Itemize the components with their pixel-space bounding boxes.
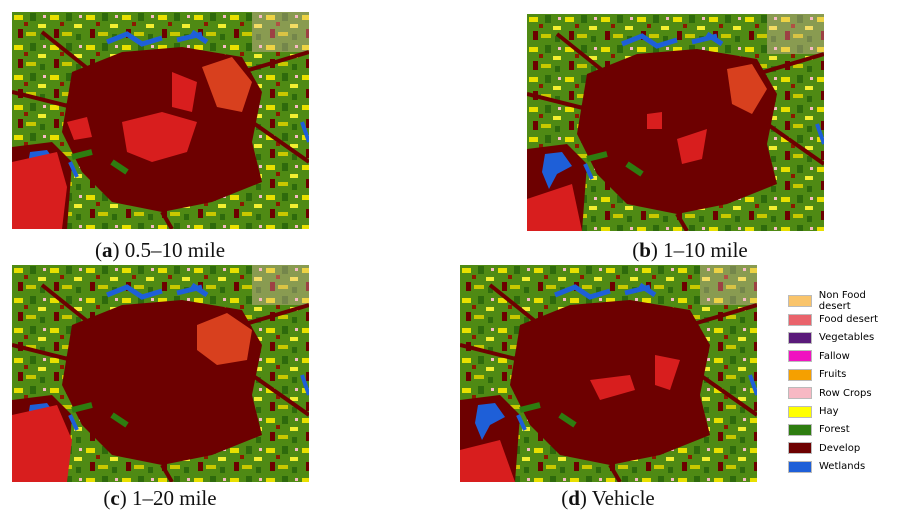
map-a <box>12 12 309 229</box>
legend-item: Wetlands <box>788 458 900 476</box>
legend-item: Hay <box>788 402 900 420</box>
legend-swatch <box>788 442 812 454</box>
caption-label: a <box>102 238 113 262</box>
legend-item: Row Crops <box>788 384 900 402</box>
caption-text: ) 1–20 mile <box>120 486 217 510</box>
legend-label: Fruits <box>819 369 846 380</box>
legend-label: Fallow <box>819 351 850 362</box>
legend-swatch <box>788 461 812 473</box>
map-c <box>12 265 309 482</box>
legend-swatch <box>788 295 812 307</box>
legend-swatch <box>788 314 812 326</box>
legend-item: Develop <box>788 439 900 457</box>
legend-label: Develop <box>819 443 860 454</box>
legend-swatch <box>788 369 812 381</box>
legend-item: Vegetables <box>788 329 900 347</box>
caption-label: c <box>110 486 119 510</box>
caption: (b) 1–10 mile <box>590 238 790 263</box>
legend-label: Food desert <box>819 314 878 325</box>
legend-item: Forest <box>788 421 900 439</box>
caption-label: d <box>568 486 580 510</box>
caption: (c) 1–20 mile <box>60 486 260 511</box>
map-d <box>460 265 757 482</box>
legend-item: Fallow <box>788 347 900 365</box>
legend-swatch <box>788 332 812 344</box>
caption-label: b <box>639 238 651 262</box>
caption-text: ( <box>95 238 102 262</box>
legend-swatch <box>788 350 812 362</box>
legend-label: Forest <box>819 424 850 435</box>
legend-label: Hay <box>819 406 839 417</box>
caption-text: ) 0.5–10 mile <box>112 238 225 262</box>
legend-swatch <box>788 387 812 399</box>
legend-label: Non Food desert <box>819 290 900 312</box>
legend-label: Row Crops <box>819 388 872 399</box>
legend-item: Non Food desert <box>788 292 900 310</box>
caption: (d) Vehicle <box>508 486 708 511</box>
caption-text: ) Vehicle <box>580 486 655 510</box>
map-b <box>527 14 824 231</box>
legend-swatch <box>788 424 812 436</box>
caption: (a) 0.5–10 mile <box>60 238 260 263</box>
figure: (a) 0.5–10 mile (b) 1–10 mile (c) 1–20 m… <box>0 0 900 512</box>
legend-label: Wetlands <box>819 461 865 472</box>
legend: Non Food desert Food desert Vegetables Fall… <box>788 292 900 476</box>
caption-text: ) 1–10 mile <box>651 238 748 262</box>
legend-label: Vegetables <box>819 332 874 343</box>
legend-item: Food desert <box>788 310 900 328</box>
legend-item: Fruits <box>788 366 900 384</box>
legend-swatch <box>788 406 812 418</box>
